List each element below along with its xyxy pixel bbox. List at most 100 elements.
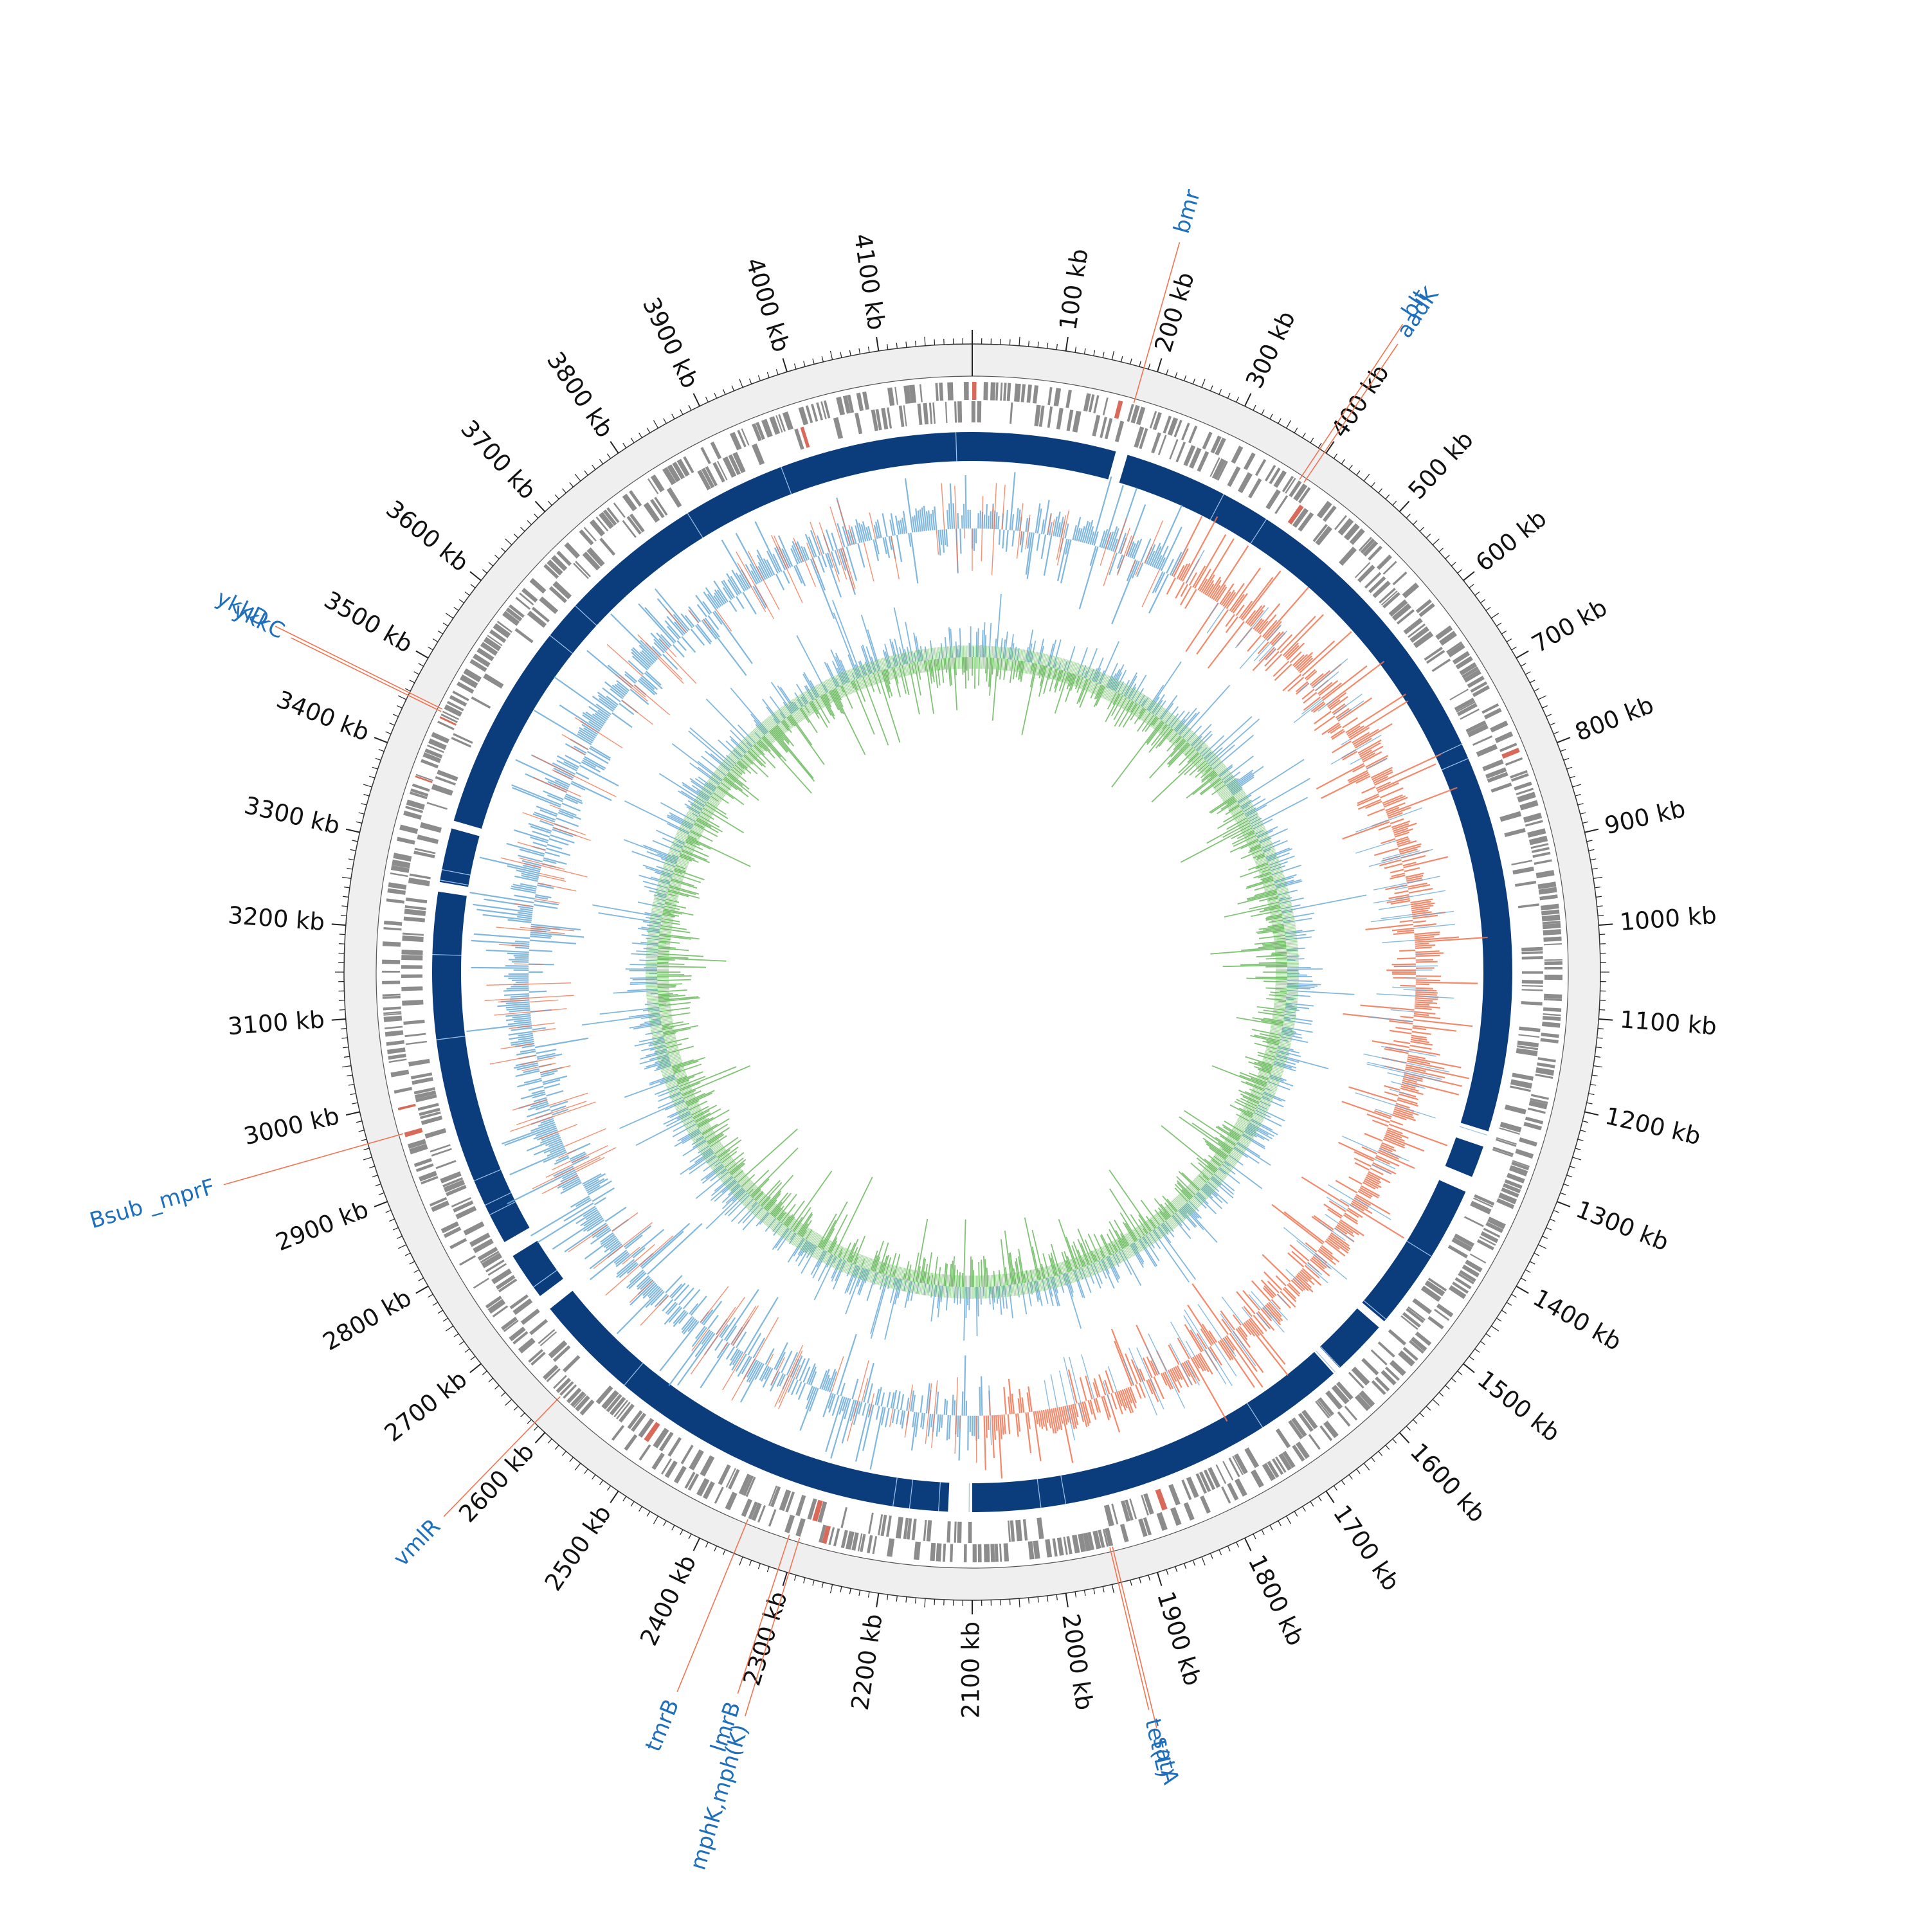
scale-tick <box>750 1560 752 1566</box>
scale-tick <box>1184 375 1186 381</box>
scale-tick <box>1157 1573 1161 1586</box>
scale-tick <box>454 607 458 610</box>
scale-tick <box>369 1166 375 1168</box>
scale-tick <box>489 1378 493 1382</box>
scale-tick <box>419 664 424 666</box>
scale-tick <box>1166 369 1168 375</box>
gc-skew-bar <box>1399 950 1415 951</box>
gc-content-band <box>1276 979 1299 980</box>
scale-tick <box>343 896 349 897</box>
scale-tick <box>607 454 610 458</box>
scale-tick <box>1538 1245 1546 1249</box>
scale-tick <box>356 1121 362 1123</box>
scale-tick <box>397 706 402 709</box>
scale-tick <box>1550 1219 1555 1222</box>
cds-feature <box>973 1544 977 1562</box>
scale-tick <box>505 1400 512 1406</box>
scale-tick <box>876 337 878 351</box>
gc-content-band <box>1276 963 1299 964</box>
scale-tick <box>350 849 356 851</box>
tick-label: 300 kb <box>1240 307 1301 392</box>
scale-tick <box>1475 1349 1480 1352</box>
scale-tick <box>359 1130 365 1132</box>
scale-tick <box>1294 1512 1298 1517</box>
scale-tick <box>1525 672 1530 674</box>
scale-tick <box>562 1451 566 1456</box>
scale-tick <box>896 343 897 348</box>
scale-tick <box>599 1480 602 1485</box>
scale-tick <box>470 572 481 581</box>
scale-tick <box>1596 896 1602 897</box>
scale-tick <box>706 1542 709 1547</box>
scale-tick <box>1491 613 1499 618</box>
gc-skew-bar <box>515 958 529 959</box>
scale-tick <box>536 501 545 512</box>
scale-tick <box>1148 364 1150 370</box>
scale-tick <box>514 1406 518 1410</box>
scale-tick <box>813 359 814 365</box>
scale-tick <box>1227 1546 1230 1551</box>
scale-tick <box>1451 562 1456 566</box>
scale-tick <box>767 1567 769 1573</box>
scale-tick <box>1270 1525 1272 1530</box>
scale-tick <box>534 514 538 518</box>
scale-tick <box>758 1564 760 1569</box>
scale-tick <box>482 570 487 573</box>
scale-tick <box>1592 1075 1598 1076</box>
cds-feature <box>983 382 988 400</box>
scale-tick <box>361 1139 367 1141</box>
gc-skew-bar <box>514 955 529 956</box>
scale-tick <box>1245 393 1251 406</box>
scale-tick <box>639 433 642 438</box>
tick-label: 100 kb <box>1054 247 1093 332</box>
scale-tick <box>607 1486 610 1490</box>
scale-tick <box>471 1357 475 1360</box>
scale-tick <box>654 1516 658 1524</box>
scale-tick <box>1019 337 1020 346</box>
tick-label: 400 kb <box>1326 359 1395 442</box>
gc-skew-bar <box>1392 964 1416 965</box>
scale-tick <box>389 1219 394 1222</box>
gc-skew-bar <box>986 504 987 528</box>
gc-skew-bar <box>1415 943 1429 944</box>
scale-tick <box>1386 1445 1390 1450</box>
scale-tick <box>1253 1534 1256 1539</box>
scale-tick <box>732 386 734 391</box>
scale-tick <box>414 1270 419 1272</box>
scale-tick <box>1553 1211 1559 1213</box>
scale-tick <box>654 420 658 428</box>
scale-tick <box>1553 732 1559 734</box>
scale-tick <box>347 868 352 869</box>
tick-label: 3500 kb <box>320 586 417 658</box>
scale-tick <box>794 364 796 370</box>
scale-tick <box>1585 1112 1598 1115</box>
scale-tick <box>1593 877 1602 878</box>
scale-tick <box>739 1557 743 1565</box>
scale-tick <box>1426 534 1431 538</box>
scale-tick <box>416 1286 428 1294</box>
scale-tick <box>1582 1121 1588 1123</box>
scale-tick <box>414 672 419 674</box>
scale-tick <box>1372 1458 1375 1462</box>
scale-tick <box>1496 623 1501 626</box>
gc-skew-bar <box>976 1416 977 1463</box>
scale-tick <box>1047 343 1048 348</box>
scale-tick <box>405 1253 410 1256</box>
scale-tick <box>416 651 428 658</box>
scale-tick <box>1112 351 1114 360</box>
gc-content-band <box>979 1276 980 1299</box>
gc-skew-bar <box>960 528 961 554</box>
scale-tick <box>1578 804 1584 805</box>
scale-tick <box>672 1525 675 1530</box>
scale-tick <box>631 1501 634 1506</box>
scale-tick <box>592 465 595 469</box>
cds-feature <box>984 1544 990 1562</box>
scale-tick <box>575 1463 581 1470</box>
scale-tick <box>1386 494 1390 499</box>
tick-label: 1500 kb <box>1472 1365 1565 1447</box>
scale-tick <box>1303 1506 1306 1512</box>
scale-tick <box>363 784 372 787</box>
scale-tick <box>548 501 552 505</box>
scale-tick <box>340 934 345 935</box>
cds-feature <box>382 980 400 984</box>
